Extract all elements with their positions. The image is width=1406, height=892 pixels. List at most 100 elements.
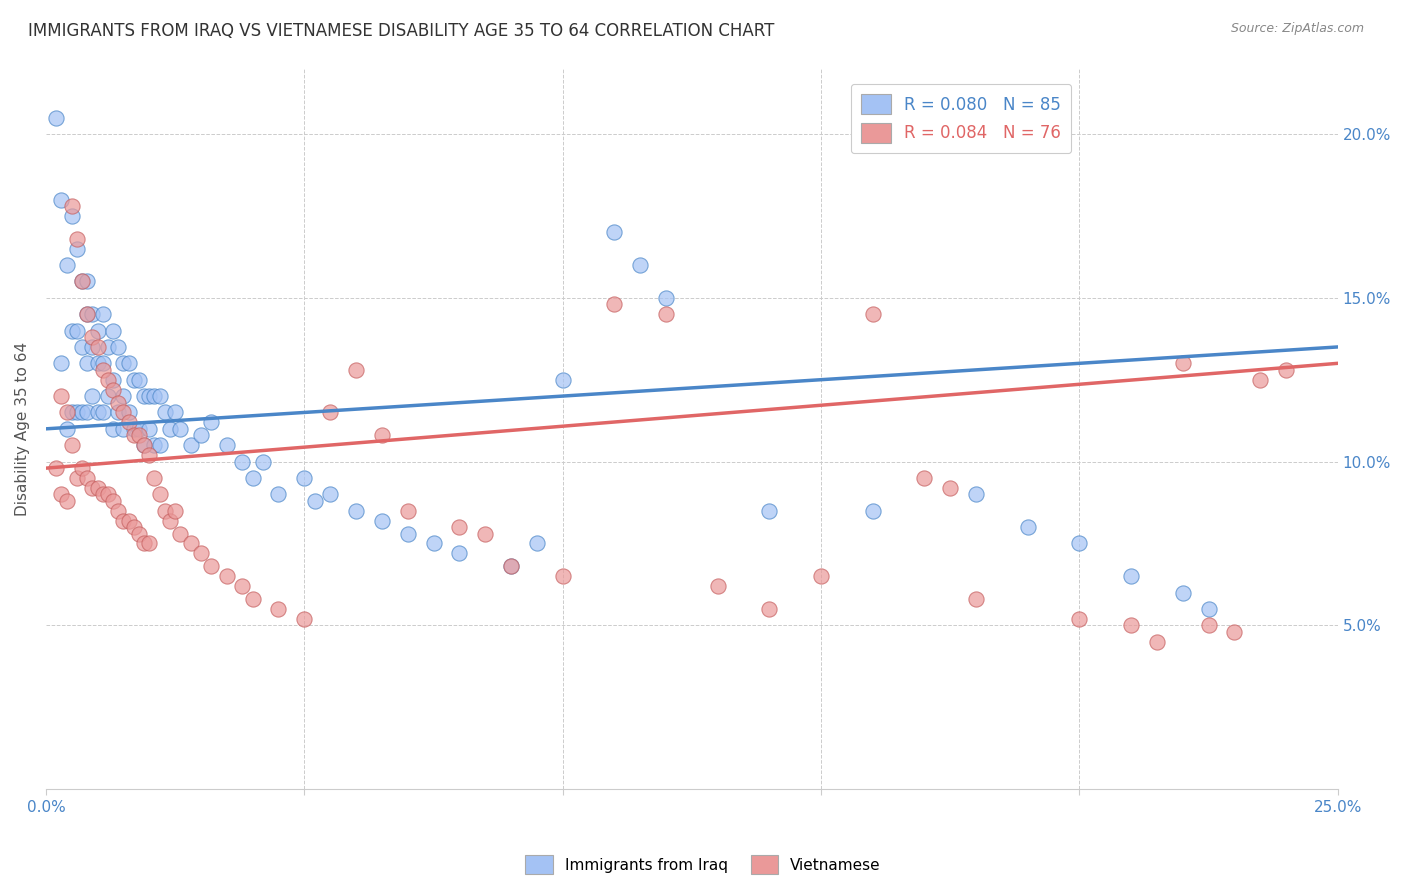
Point <box>117 356 139 370</box>
Point <box>128 422 150 436</box>
Point <box>60 209 83 223</box>
Point <box>551 373 574 387</box>
Point <box>60 324 83 338</box>
Point <box>912 471 935 485</box>
Point <box>655 307 678 321</box>
Point <box>169 526 191 541</box>
Point <box>190 428 212 442</box>
Point <box>91 356 114 370</box>
Point <box>86 356 108 370</box>
Point <box>112 356 135 370</box>
Point <box>138 536 160 550</box>
Point <box>1171 356 1194 370</box>
Point <box>112 422 135 436</box>
Point <box>76 307 98 321</box>
Point <box>159 514 181 528</box>
Point <box>134 438 156 452</box>
Point <box>97 487 120 501</box>
Point <box>117 415 139 429</box>
Point <box>449 546 471 560</box>
Point <box>122 520 145 534</box>
Point <box>965 592 987 607</box>
Point <box>215 569 238 583</box>
Point <box>76 356 98 370</box>
Point <box>112 514 135 528</box>
Point <box>200 415 222 429</box>
Point <box>82 481 104 495</box>
Point <box>344 504 367 518</box>
Point <box>180 438 202 452</box>
Point <box>200 559 222 574</box>
Point <box>117 514 139 528</box>
Point <box>319 405 342 419</box>
Point <box>60 199 83 213</box>
Point <box>70 275 93 289</box>
Point <box>76 307 98 321</box>
Point <box>292 612 315 626</box>
Point <box>86 324 108 338</box>
Point <box>396 504 419 518</box>
Point <box>422 536 444 550</box>
Point <box>55 258 77 272</box>
Point <box>97 389 120 403</box>
Point <box>143 471 166 485</box>
Point <box>55 405 77 419</box>
Point <box>396 526 419 541</box>
Point <box>1069 536 1091 550</box>
Point <box>143 438 166 452</box>
Point <box>86 405 108 419</box>
Point <box>551 569 574 583</box>
Y-axis label: Disability Age 35 to 64: Disability Age 35 to 64 <box>15 342 30 516</box>
Point <box>101 324 124 338</box>
Point <box>252 454 274 468</box>
Point <box>101 494 124 508</box>
Point <box>474 526 496 541</box>
Point <box>66 405 89 419</box>
Point <box>107 405 129 419</box>
Point <box>149 487 172 501</box>
Point <box>134 536 156 550</box>
Point <box>91 363 114 377</box>
Point <box>319 487 342 501</box>
Point <box>1017 520 1039 534</box>
Legend: Immigrants from Iraq, Vietnamese: Immigrants from Iraq, Vietnamese <box>519 849 887 880</box>
Point <box>45 111 67 125</box>
Point <box>344 363 367 377</box>
Point <box>304 494 326 508</box>
Point <box>1171 585 1194 599</box>
Point <box>66 471 89 485</box>
Point <box>810 569 832 583</box>
Point <box>965 487 987 501</box>
Point <box>97 373 120 387</box>
Point <box>107 395 129 409</box>
Point <box>101 422 124 436</box>
Point <box>91 307 114 321</box>
Point <box>51 356 73 370</box>
Point <box>70 275 93 289</box>
Point <box>165 405 187 419</box>
Point <box>371 514 394 528</box>
Point <box>86 340 108 354</box>
Point <box>603 297 626 311</box>
Point <box>86 481 108 495</box>
Point <box>128 373 150 387</box>
Point <box>628 258 651 272</box>
Point <box>231 579 253 593</box>
Point <box>128 428 150 442</box>
Point <box>55 422 77 436</box>
Point <box>292 471 315 485</box>
Point <box>499 559 522 574</box>
Point <box>371 428 394 442</box>
Point <box>107 504 129 518</box>
Point <box>82 340 104 354</box>
Point <box>153 405 176 419</box>
Point <box>242 471 264 485</box>
Point <box>76 405 98 419</box>
Point <box>215 438 238 452</box>
Point <box>91 405 114 419</box>
Point <box>267 487 290 501</box>
Point <box>1069 612 1091 626</box>
Point <box>169 422 191 436</box>
Point <box>758 504 780 518</box>
Point <box>149 389 172 403</box>
